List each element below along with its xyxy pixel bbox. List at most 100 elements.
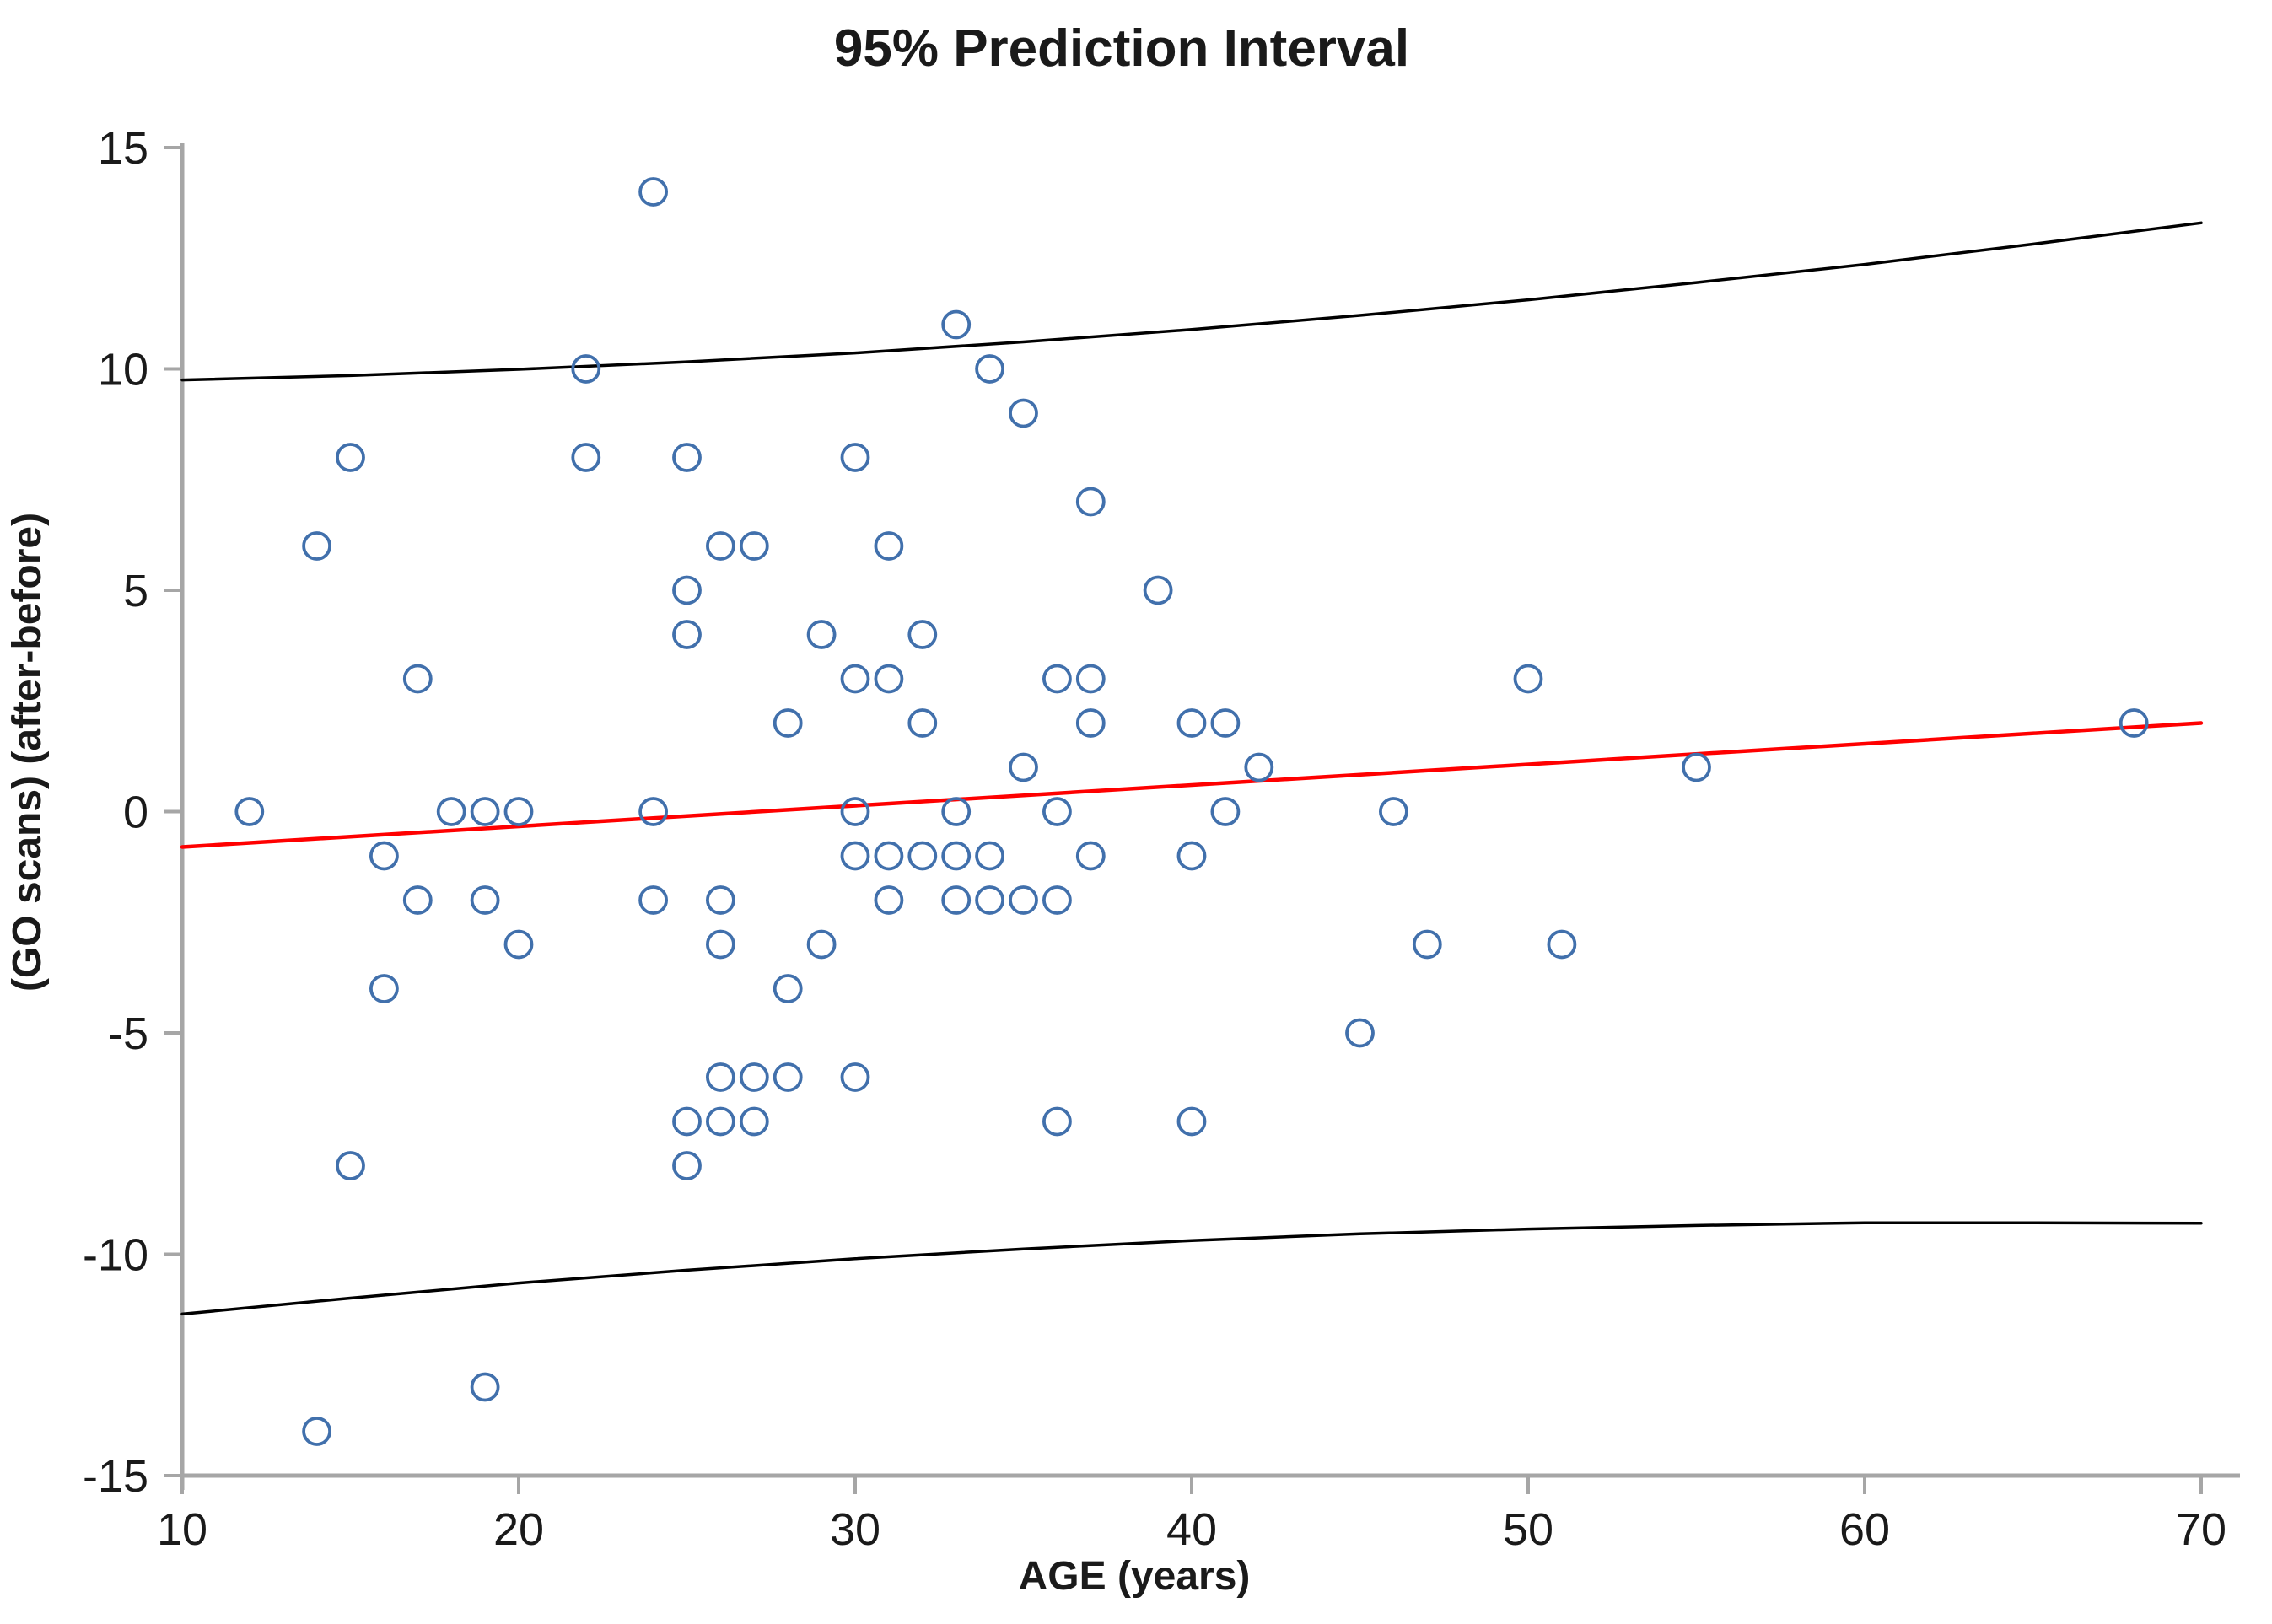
data-point <box>1379 797 1408 826</box>
data-point <box>806 929 837 960</box>
data-point <box>672 1106 702 1137</box>
data-point <box>638 885 668 915</box>
data-point <box>1042 1106 1072 1137</box>
data-point <box>874 664 904 694</box>
data-point <box>806 620 837 649</box>
data-point <box>907 620 938 649</box>
data-point <box>941 309 972 340</box>
x-tick-label: 50 <box>1503 1504 1553 1555</box>
data-point <box>840 841 870 871</box>
data-point <box>1176 708 1207 738</box>
data-point <box>706 929 735 960</box>
y-tick-label: -10 <box>83 1230 148 1281</box>
data-point <box>571 443 601 472</box>
data-point <box>706 885 735 915</box>
y-axis-title: (GO scans) (after-before) <box>5 513 50 992</box>
data-point <box>1210 797 1241 826</box>
data-point <box>907 841 938 871</box>
data-point <box>638 177 668 207</box>
regression-line <box>180 721 2204 849</box>
data-point <box>874 885 904 915</box>
data-point <box>941 841 972 871</box>
data-point <box>1547 929 1577 960</box>
x-tick-label: 60 <box>1839 1504 1890 1555</box>
data-point <box>470 1372 500 1402</box>
lower-95-prediction-bound <box>180 1221 2203 1316</box>
data-point <box>436 797 466 826</box>
upper-95-prediction-bound <box>180 221 2203 382</box>
chart-title: 95% Prediction Interval <box>834 19 1409 78</box>
data-point <box>336 1151 365 1180</box>
data-point <box>1042 885 1072 915</box>
x-tick-label: 10 <box>157 1504 207 1555</box>
data-point <box>739 1106 769 1137</box>
data-point <box>907 708 938 738</box>
data-point <box>975 841 1004 871</box>
data-point <box>1513 664 1543 694</box>
data-point <box>2119 708 2149 738</box>
data-point <box>503 929 534 960</box>
data-point <box>706 531 735 561</box>
data-point <box>739 531 769 561</box>
data-point <box>1075 708 1106 738</box>
data-point <box>1176 841 1207 871</box>
data-point <box>672 620 702 649</box>
data-point <box>369 841 399 871</box>
y-tick-label: 15 <box>98 123 148 174</box>
data-point <box>1412 929 1442 960</box>
data-point <box>470 797 500 826</box>
prediction-interval-curves <box>180 221 2204 1316</box>
data-point <box>1009 885 1038 915</box>
y-tick-label: -5 <box>108 1008 148 1059</box>
scatter-points <box>234 177 2149 1446</box>
data-point <box>706 1106 735 1137</box>
data-point <box>672 575 702 605</box>
y-tick-label: 0 <box>123 788 148 838</box>
data-point <box>336 443 365 472</box>
x-tick-label: 70 <box>2176 1504 2226 1555</box>
data-point <box>1210 708 1241 738</box>
data-point <box>840 797 870 826</box>
y-tick-label: 10 <box>98 345 148 395</box>
data-point <box>302 1417 332 1446</box>
data-point <box>773 974 803 1003</box>
data-point <box>840 1062 870 1092</box>
data-point <box>1244 752 1274 782</box>
data-point <box>1009 752 1038 782</box>
data-point <box>369 974 399 1003</box>
data-point <box>503 797 534 826</box>
data-point <box>1075 487 1106 517</box>
data-point <box>840 443 870 472</box>
data-point <box>941 797 972 826</box>
data-point <box>1042 664 1072 694</box>
data-point <box>1682 752 1711 782</box>
data-point <box>302 531 332 561</box>
data-point <box>840 664 870 694</box>
y-tick-label: 5 <box>123 566 148 616</box>
data-point <box>941 885 972 915</box>
data-point <box>402 664 433 694</box>
data-point <box>234 797 265 826</box>
data-point <box>1345 1018 1375 1048</box>
axis-labels: 95% Prediction Interval AGE (years) (GO … <box>5 19 1409 1599</box>
data-point <box>1042 797 1072 826</box>
data-point <box>975 354 1004 384</box>
data-point <box>1176 1106 1207 1137</box>
data-point <box>975 885 1004 915</box>
data-point <box>874 531 904 561</box>
data-point <box>672 443 702 472</box>
data-point <box>571 354 601 384</box>
data-point <box>402 885 433 915</box>
x-tick-label: 20 <box>493 1504 544 1555</box>
data-point <box>470 885 500 915</box>
data-point <box>1075 664 1106 694</box>
data-point <box>1075 841 1106 871</box>
data-point <box>874 841 904 871</box>
data-point <box>638 797 668 826</box>
data-point <box>773 708 803 738</box>
data-point <box>672 1151 702 1180</box>
data-point <box>1143 575 1173 605</box>
